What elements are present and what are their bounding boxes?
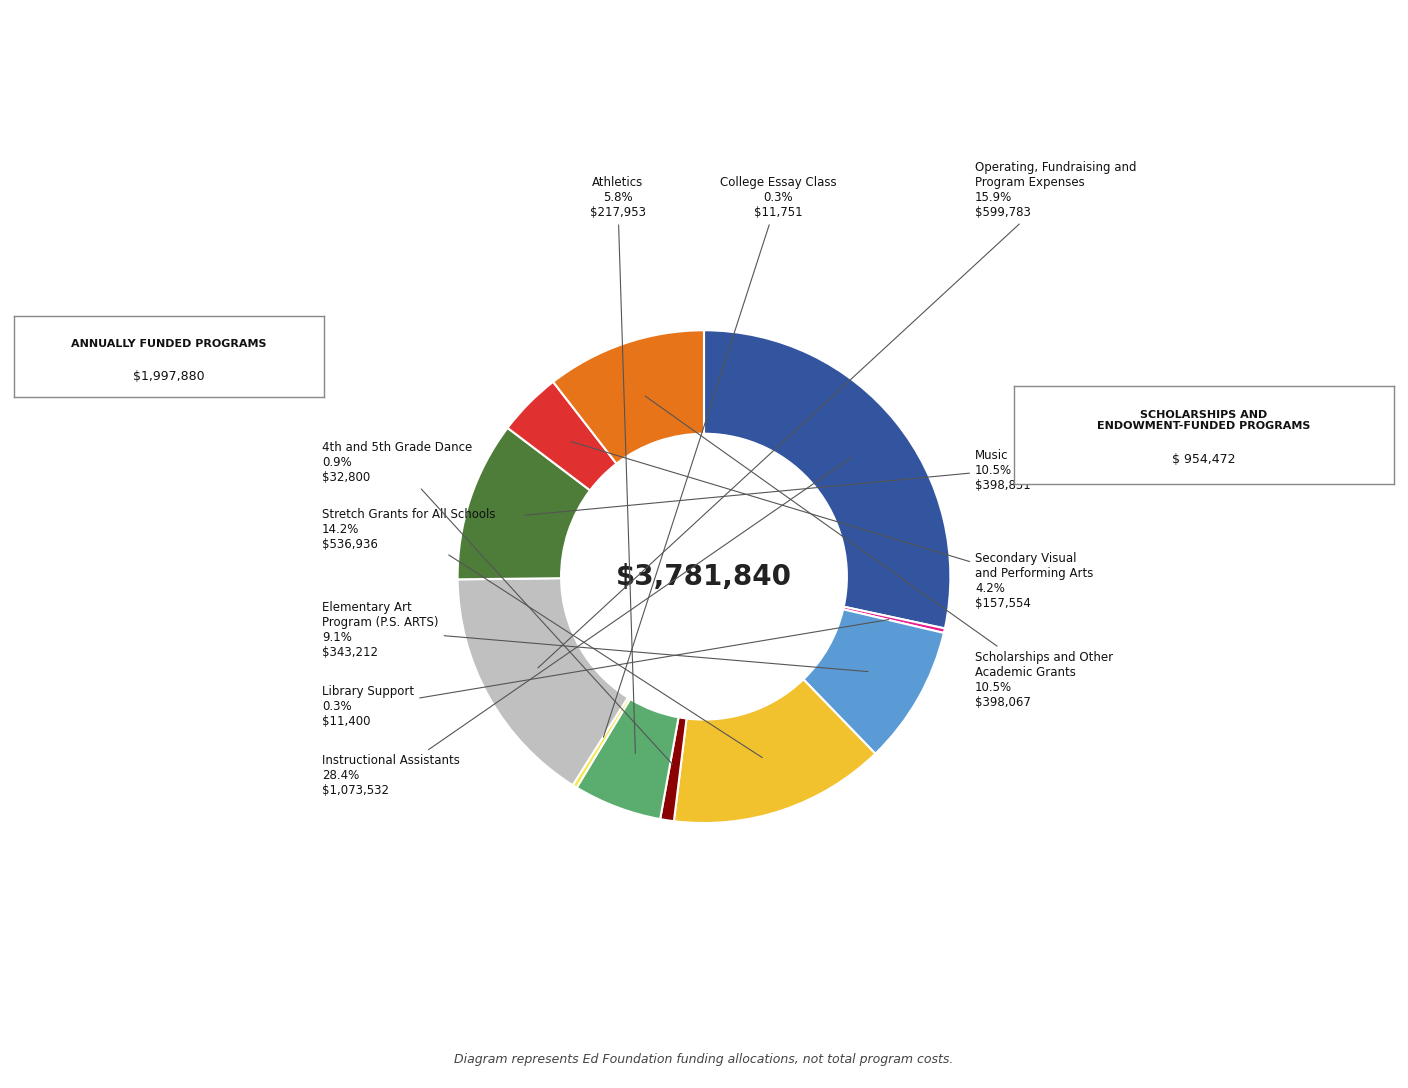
Text: Elementary Art
Program (P.S. ARTS)
9.1%
$343,212: Elementary Art Program (P.S. ARTS) 9.1% …	[322, 602, 869, 671]
Text: $1,997,880: $1,997,880	[134, 370, 204, 383]
Text: Instructional Assistants
28.4%
$1,073,532: Instructional Assistants 28.4% $1,073,53…	[322, 458, 852, 798]
Text: Diagram represents Ed Foundation funding allocations, not total program costs.: Diagram represents Ed Foundation funding…	[455, 1053, 953, 1066]
Text: Athletics
5.8%
$217,953: Athletics 5.8% $217,953	[590, 176, 646, 753]
Text: SCHOLARSHIPS AND
ENDOWMENT-FUNDED PROGRAMS: SCHOLARSHIPS AND ENDOWMENT-FUNDED PROGRA…	[1097, 410, 1311, 431]
Text: Operating, Fundraising and
Program Expenses
15.9%
$599,783: Operating, Fundraising and Program Expen…	[538, 161, 1136, 668]
Text: Music
10.5%
$398,851: Music 10.5% $398,851	[525, 448, 1031, 516]
Wedge shape	[553, 331, 704, 463]
Text: Scholarships and Other
Academic Grants
10.5%
$398,067: Scholarships and Other Academic Grants 1…	[645, 396, 1114, 708]
Text: Library Support
0.3%
$11,400: Library Support 0.3% $11,400	[322, 619, 888, 728]
Wedge shape	[843, 607, 945, 633]
Text: 4th and 5th Grade Dance
0.9%
$32,800: 4th and 5th Grade Dance 0.9% $32,800	[322, 441, 673, 765]
Wedge shape	[704, 331, 950, 629]
Text: Secondary Visual
and Performing Arts
4.2%
$157,554: Secondary Visual and Performing Arts 4.2…	[570, 442, 1094, 610]
Wedge shape	[458, 578, 628, 786]
Text: 2023-2024 Allocated Funds: 2023-2024 Allocated Funds	[24, 106, 322, 124]
Wedge shape	[573, 697, 631, 788]
Text: ANNUALLY FUNDED PROGRAMS: ANNUALLY FUNDED PROGRAMS	[72, 339, 266, 349]
Text: College Essay Class
0.3%
$11,751: College Essay Class 0.3% $11,751	[604, 176, 836, 738]
Text: Financial Overview: Financial Overview	[24, 35, 497, 77]
Text: $ 954,472: $ 954,472	[1171, 454, 1236, 466]
Wedge shape	[507, 382, 617, 491]
Wedge shape	[660, 717, 687, 821]
Wedge shape	[458, 428, 590, 579]
Wedge shape	[577, 698, 679, 819]
Text: Stretch Grants for All Schools
14.2%
$536,936: Stretch Grants for All Schools 14.2% $53…	[322, 508, 762, 757]
Wedge shape	[804, 609, 943, 754]
Wedge shape	[674, 679, 876, 823]
Text: $3,781,840: $3,781,840	[617, 562, 791, 591]
